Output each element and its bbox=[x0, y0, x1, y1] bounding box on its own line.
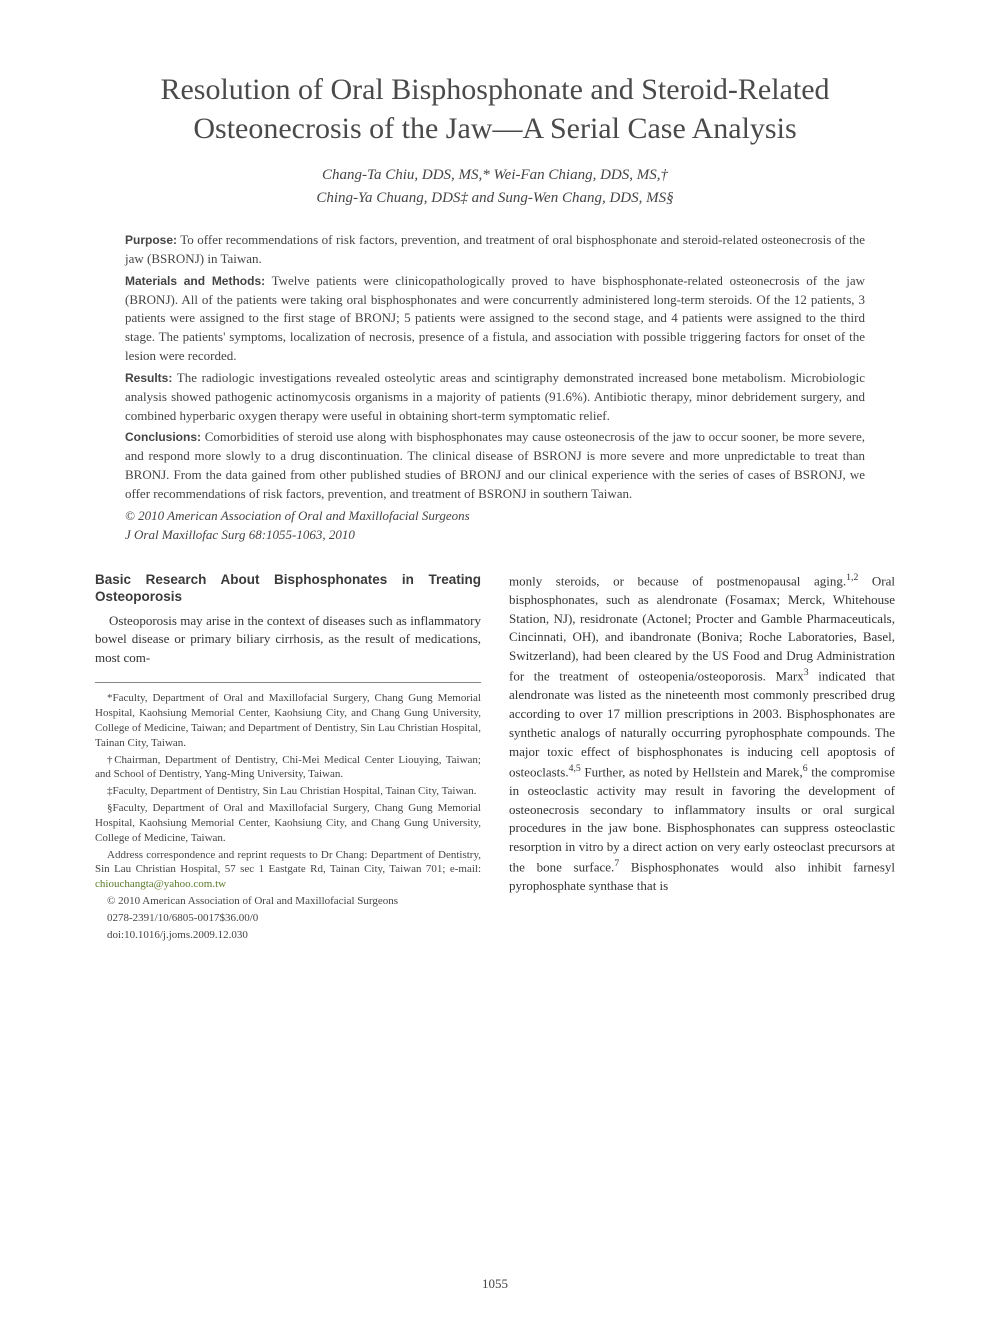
body-text-2: Oral bisphosphonates, such as alendronat… bbox=[509, 573, 895, 684]
body-text-5: the compromise in osteoclastic activity … bbox=[509, 764, 895, 875]
article-title: Resolution of Oral Bisphosphonate and St… bbox=[95, 70, 895, 148]
results-label: Results: bbox=[125, 371, 172, 385]
methods-label: Materials and Methods: bbox=[125, 274, 265, 288]
section-heading: Basic Research About Bisphosphonates in … bbox=[95, 571, 481, 606]
footnote-affiliation-3: ‡Faculty, Department of Dentistry, Sin L… bbox=[95, 784, 481, 799]
purpose-text: To offer recommendations of risk factors… bbox=[125, 232, 865, 266]
left-column: Basic Research About Bisphosphonates in … bbox=[95, 571, 481, 945]
right-body-paragraph: monly steroids, or because of postmenopa… bbox=[509, 571, 895, 897]
body-text-4: Further, as noted by Hellstein and Marek… bbox=[581, 764, 803, 779]
citation-ref-4-5[interactable]: 4,5 bbox=[569, 763, 581, 774]
correspondence-email[interactable]: chiouchangta@yahoo.com.tw bbox=[95, 878, 226, 890]
footnote-correspondence: Address correspondence and reprint reque… bbox=[95, 848, 481, 893]
results-text: The radiologic investigations revealed o… bbox=[125, 370, 865, 423]
footnote-rule bbox=[95, 682, 481, 683]
abstract-results: Results: The radiologic investigations r… bbox=[125, 369, 865, 426]
left-body-paragraph: Osteoporosis may arise in the context of… bbox=[95, 612, 481, 669]
citation-ref-1-2[interactable]: 1,2 bbox=[846, 572, 858, 583]
footnote-affiliation-4: §Faculty, Department of Oral and Maxillo… bbox=[95, 801, 481, 846]
journal-citation: J Oral Maxillofac Surg 68:1055-1063, 201… bbox=[125, 526, 865, 545]
right-column: monly steroids, or because of postmenopa… bbox=[509, 571, 895, 945]
body-columns: Basic Research About Bisphosphonates in … bbox=[95, 571, 895, 945]
page-number: 1055 bbox=[0, 1276, 990, 1292]
body-text-1: monly steroids, or because of postmenopa… bbox=[509, 573, 846, 588]
copyright-line: © 2010 American Association of Oral and … bbox=[125, 507, 865, 526]
conclusions-text: Comorbidities of steroid use along with … bbox=[125, 429, 865, 501]
abstract-methods: Materials and Methods: Twelve patients w… bbox=[125, 272, 865, 366]
purpose-label: Purpose: bbox=[125, 233, 177, 247]
footnote-issn: 0278-2391/10/6805-0017$36.00/0 bbox=[95, 911, 481, 926]
body-text-3: indicated that alendronate was listed as… bbox=[509, 668, 895, 779]
footnote-doi: doi:10.1016/j.joms.2009.12.030 bbox=[95, 928, 481, 943]
footnote-affiliation-1: *Faculty, Department of Oral and Maxillo… bbox=[95, 691, 481, 750]
authors-line-2: Ching-Ya Chuang, DDS‡ and Sung-Wen Chang… bbox=[95, 187, 895, 210]
abstract-conclusions: Conclusions: Comorbidities of steroid us… bbox=[125, 428, 865, 503]
footnote-affiliation-2: †Chairman, Department of Dentistry, Chi-… bbox=[95, 753, 481, 783]
correspondence-text: Address correspondence and reprint reque… bbox=[95, 849, 481, 876]
authors-block: Chang-Ta Chiu, DDS, MS,* Wei-Fan Chiang,… bbox=[95, 164, 895, 209]
footnotes: *Faculty, Department of Oral and Maxillo… bbox=[95, 691, 481, 943]
abstract-purpose: Purpose: To offer recommendations of ris… bbox=[125, 231, 865, 269]
authors-line-1: Chang-Ta Chiu, DDS, MS,* Wei-Fan Chiang,… bbox=[95, 164, 895, 187]
abstract: Purpose: To offer recommendations of ris… bbox=[125, 231, 865, 545]
conclusions-label: Conclusions: bbox=[125, 430, 201, 444]
footnote-copyright: © 2010 American Association of Oral and … bbox=[95, 894, 481, 909]
